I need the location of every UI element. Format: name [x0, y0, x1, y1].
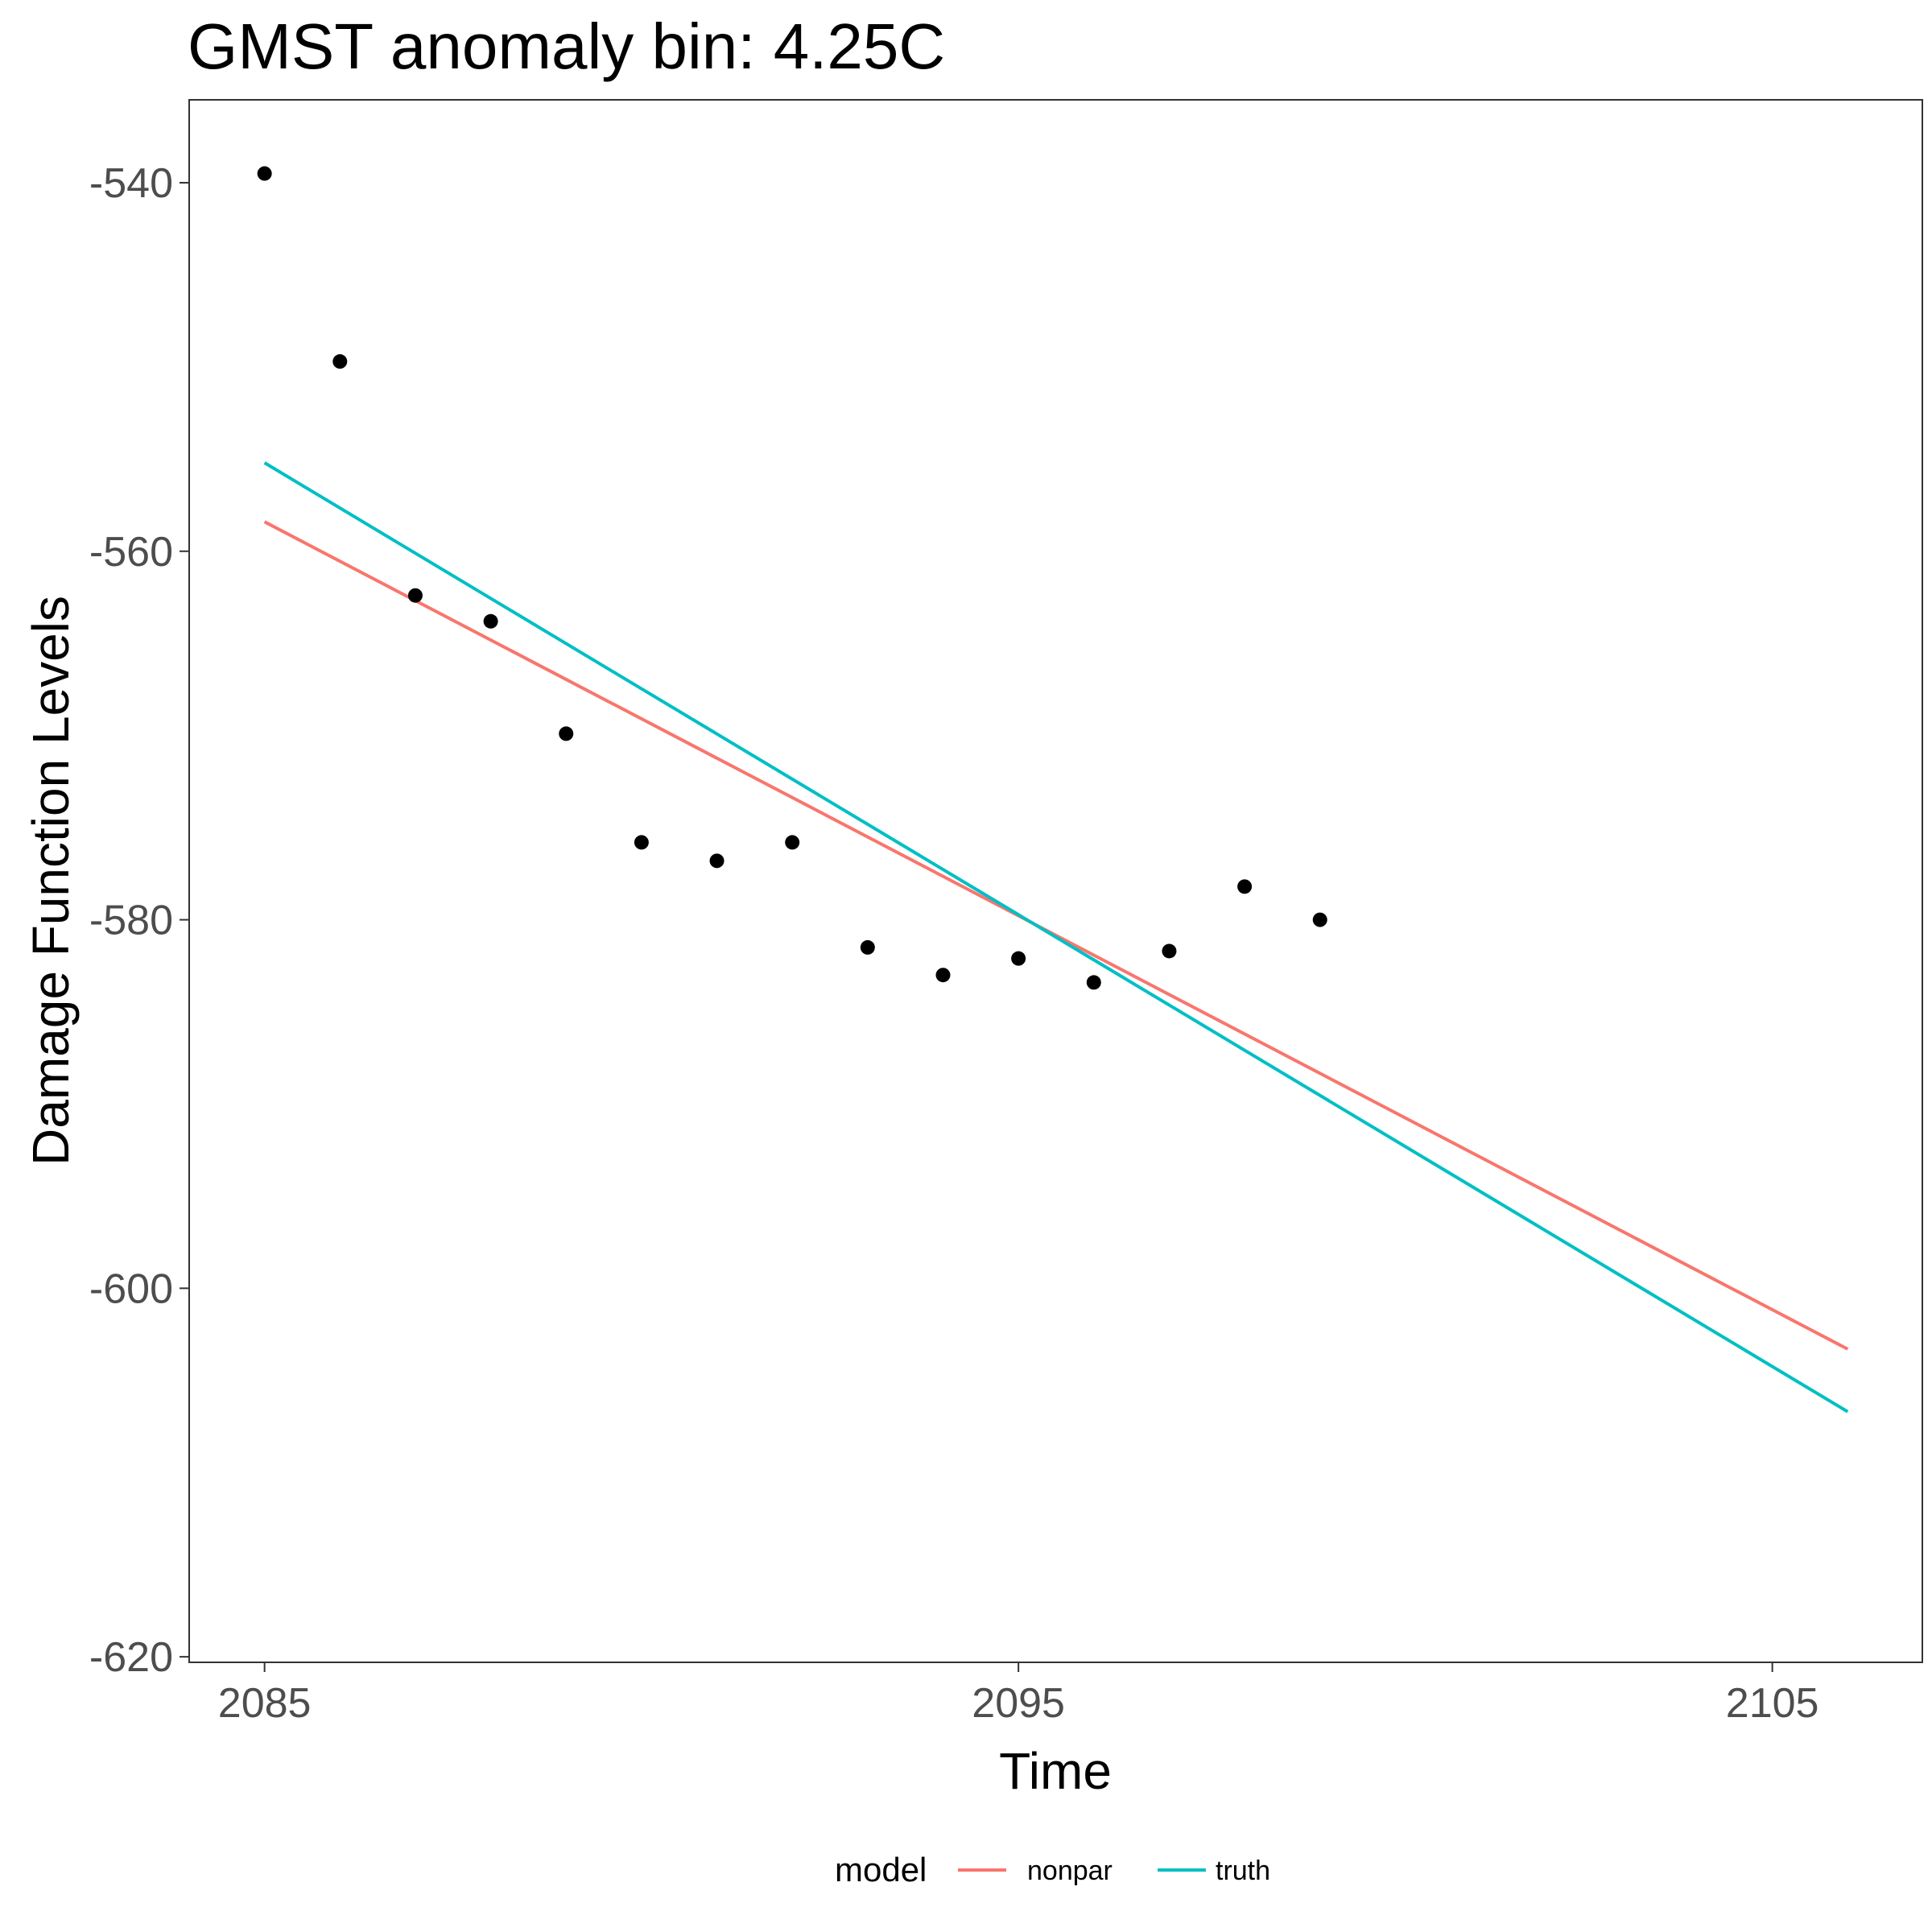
data-point: [1086, 975, 1101, 990]
chart-title: GMST anomaly bin: 4.25C: [188, 10, 945, 82]
x-axis-title: Time: [999, 1742, 1112, 1800]
data-point: [1011, 951, 1026, 966]
data-point: [1162, 943, 1177, 959]
y-axis: -540 -560 -580 -600 -620: [89, 160, 189, 1681]
y-tick-label: -600: [89, 1265, 173, 1312]
y-tick-label: -620: [89, 1634, 173, 1681]
data-point: [407, 588, 423, 603]
data-point: [709, 853, 724, 869]
legend: model nonpar truth: [835, 1851, 1270, 1889]
data-point: [559, 726, 574, 741]
x-tick-label: 2105: [1726, 1680, 1819, 1727]
y-tick-label: -560: [89, 529, 173, 576]
data-point: [1312, 912, 1327, 927]
data-point: [935, 968, 951, 983]
series-line-truth: [263, 461, 1849, 1414]
series-lines: [263, 461, 1849, 1414]
data-point: [483, 613, 498, 629]
x-tick-label: 2095: [972, 1680, 1065, 1727]
x-tick-label: 2085: [218, 1680, 312, 1727]
x-axis: 2085 2095 2105: [218, 1662, 1819, 1727]
data-points: [257, 166, 1327, 990]
y-tick-label: -580: [89, 898, 173, 944]
data-point: [860, 939, 875, 955]
data-point: [634, 835, 649, 850]
legend-title: model: [835, 1851, 927, 1889]
data-point: [1237, 879, 1253, 894]
legend-label-truth: truth: [1216, 1856, 1270, 1886]
data-point: [332, 354, 348, 369]
y-axis-title: Damage Function Levels: [22, 596, 80, 1166]
data-point: [785, 835, 800, 850]
plot-panel: [188, 99, 1923, 1663]
data-point: [257, 166, 272, 181]
legend-label-nonpar: nonpar: [1027, 1856, 1113, 1886]
y-tick-label: -540: [89, 160, 173, 207]
